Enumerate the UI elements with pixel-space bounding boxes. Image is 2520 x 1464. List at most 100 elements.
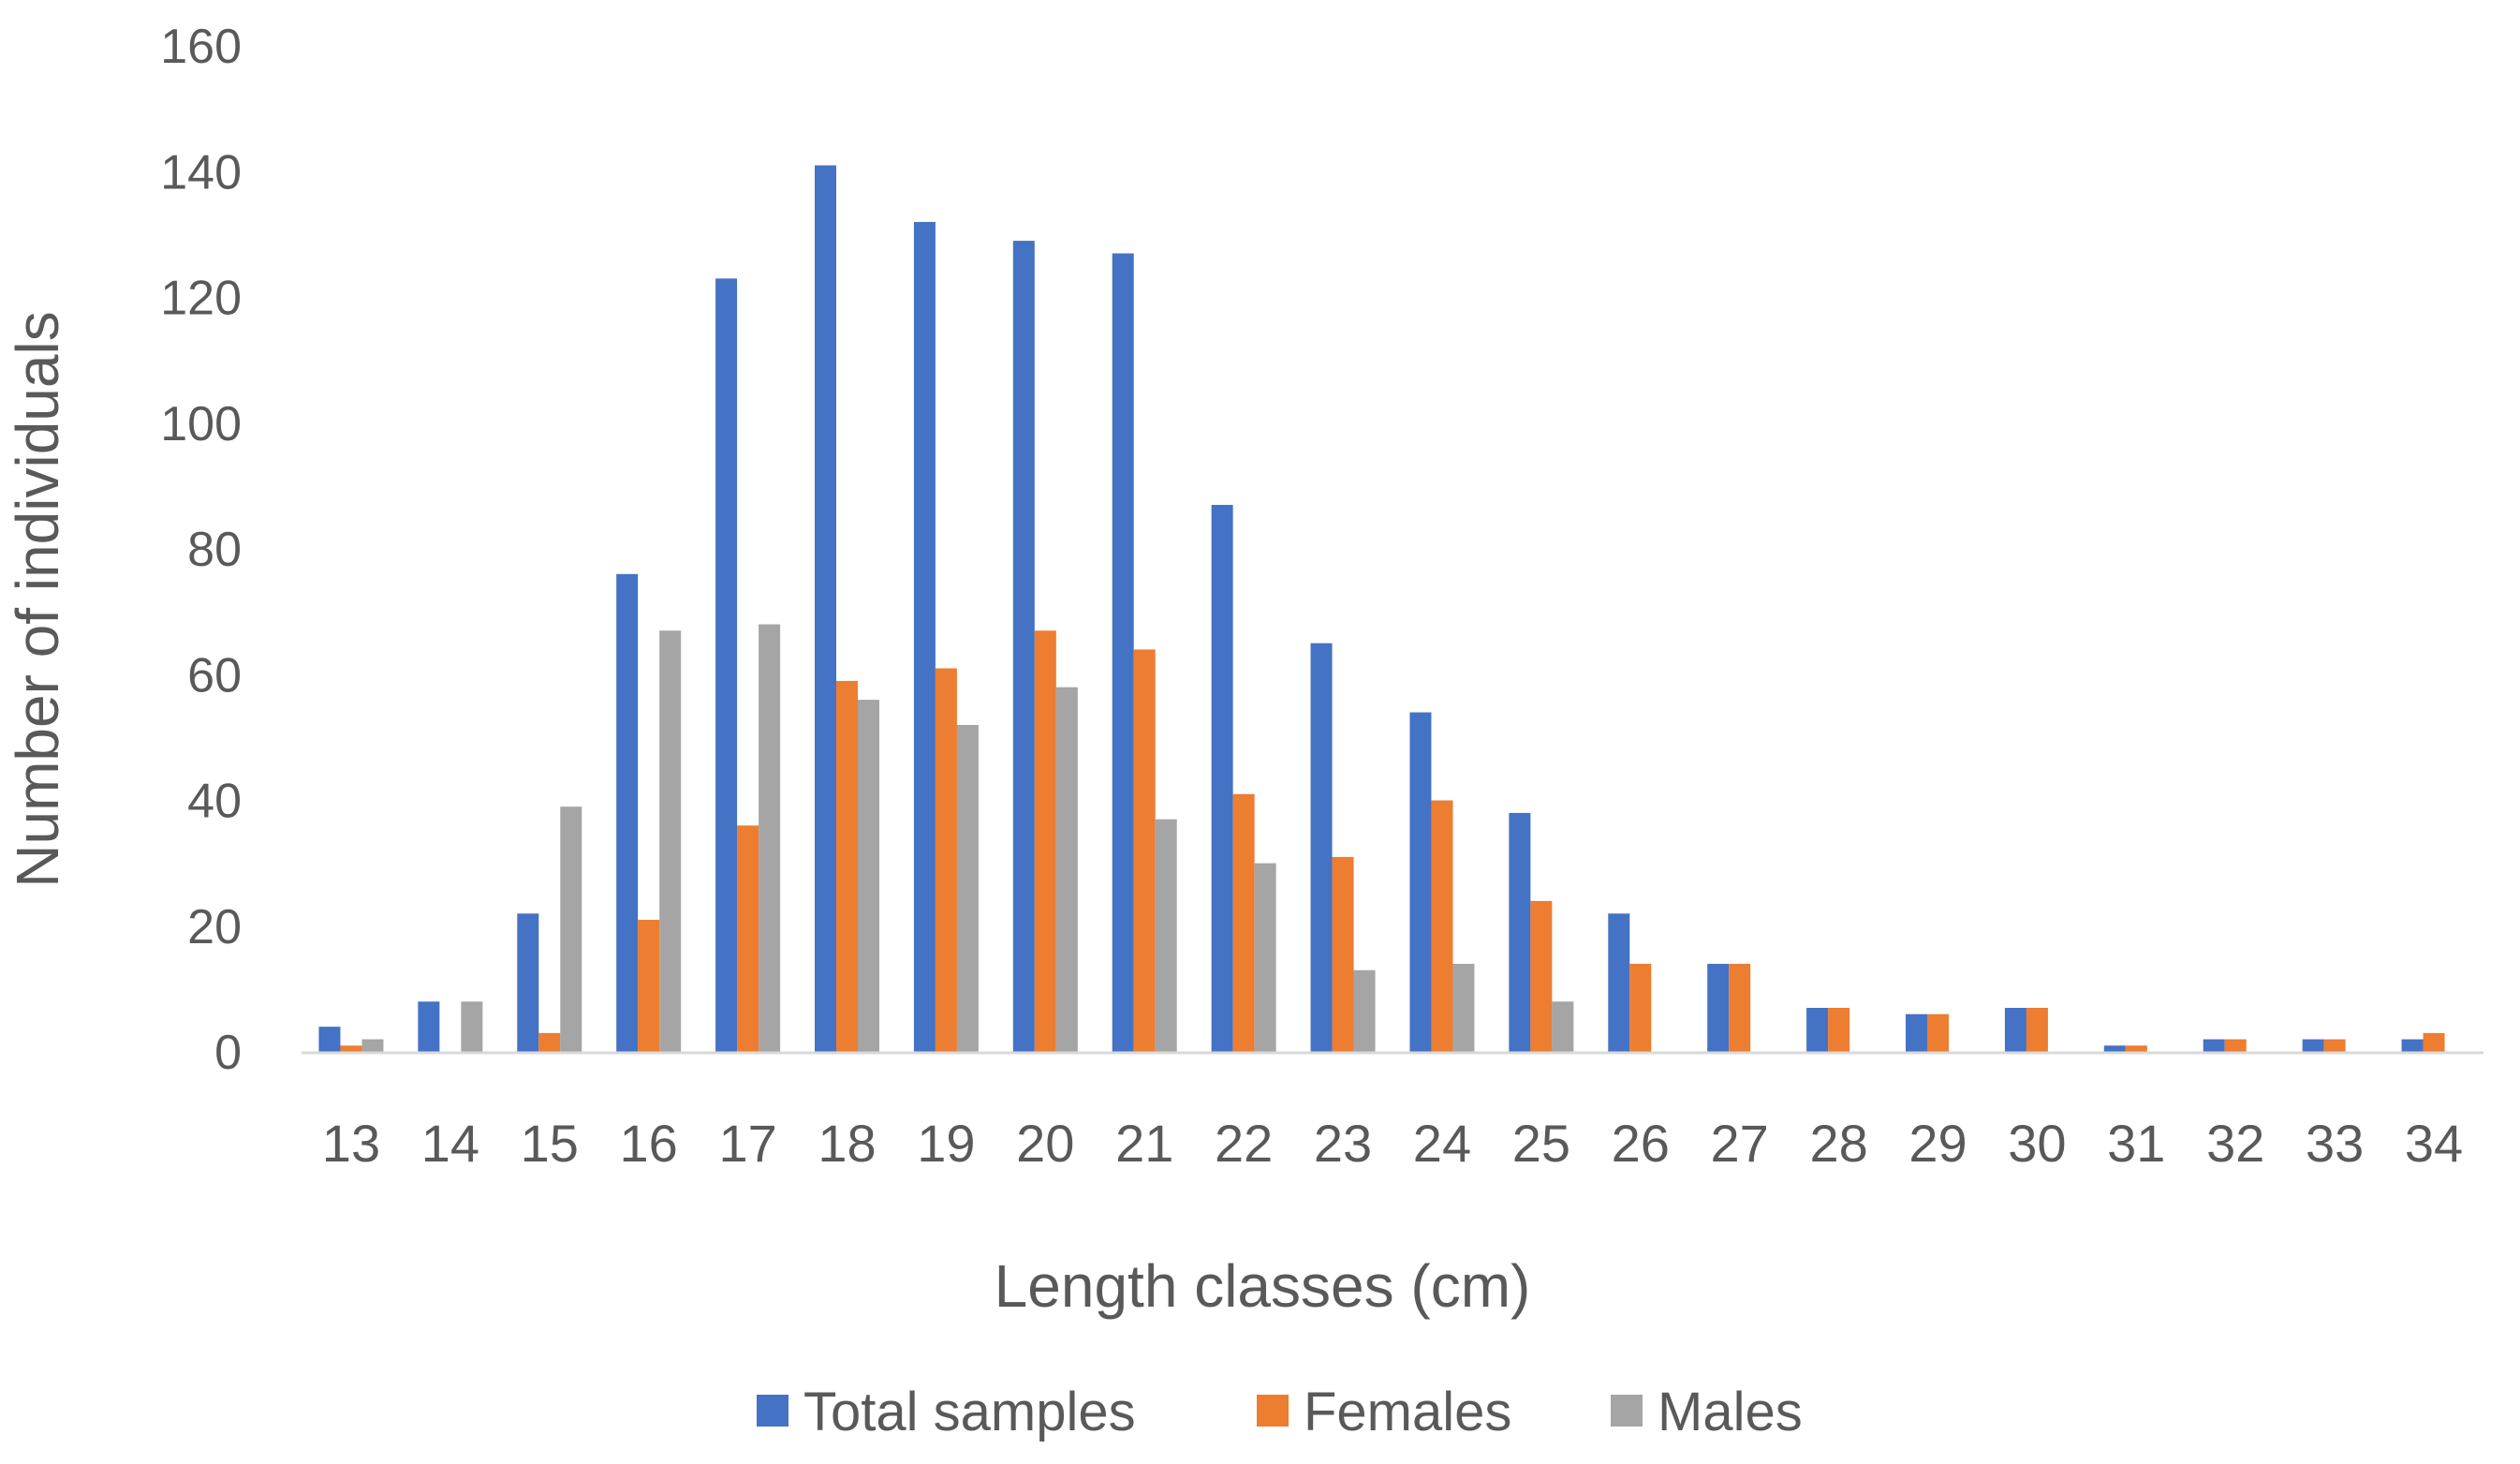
x-tick-label: 14 xyxy=(421,1114,479,1173)
bar-females xyxy=(1530,900,1553,1052)
x-axis-title: Length classes (cm) xyxy=(995,1252,1531,1320)
y-tick-label: 0 xyxy=(214,1026,242,1080)
bar-total-samples xyxy=(2401,1039,2424,1052)
legend-swatch xyxy=(1611,1395,1643,1427)
bar-total-samples xyxy=(1806,1008,1829,1052)
bar-females xyxy=(538,1032,561,1052)
bar-females xyxy=(1828,1008,1850,1052)
bar-females xyxy=(2323,1039,2346,1052)
x-tick-label: 21 xyxy=(1115,1114,1173,1173)
bar-females xyxy=(2125,1045,2147,1052)
bar-females xyxy=(1034,630,1056,1052)
y-tick-label: 40 xyxy=(187,775,242,829)
bar-females xyxy=(2026,1008,2048,1052)
bar-females xyxy=(836,680,858,1052)
bar-females xyxy=(638,920,660,1052)
bar-males xyxy=(1055,687,1078,1052)
bar-total-samples xyxy=(1409,712,1432,1052)
x-tick-label: 22 xyxy=(1215,1114,1273,1173)
bar-females xyxy=(1729,964,1751,1052)
y-axis-title: Number of individuals xyxy=(4,311,71,887)
bar-total-samples xyxy=(1012,241,1035,1052)
x-tick-label: 29 xyxy=(1908,1114,1967,1173)
x-tick-label: 24 xyxy=(1413,1114,1471,1173)
bar-total-samples xyxy=(2302,1039,2324,1052)
bar-total-samples xyxy=(1707,964,1730,1052)
x-tick-label: 25 xyxy=(1512,1114,1570,1173)
x-tick-label: 13 xyxy=(322,1114,380,1173)
bar-total-samples xyxy=(1509,812,1531,1052)
x-tick-label: 30 xyxy=(2008,1114,2066,1173)
bar-total-samples xyxy=(715,278,738,1052)
bar-total-samples xyxy=(1608,913,1630,1052)
bar-males xyxy=(560,806,582,1052)
bar-females xyxy=(1927,1013,1949,1052)
x-tick-label: 20 xyxy=(1016,1114,1074,1173)
bar-total-samples xyxy=(2203,1039,2225,1052)
x-tick-label: 26 xyxy=(1612,1114,1670,1173)
bar-females xyxy=(340,1045,362,1052)
y-tick-label: 120 xyxy=(160,272,242,326)
bar-males xyxy=(461,1001,483,1052)
bar-total-samples xyxy=(1906,1013,1927,1052)
x-tick-label: 31 xyxy=(2107,1114,2165,1173)
y-tick-label: 60 xyxy=(187,648,242,702)
y-tick-label: 160 xyxy=(160,20,242,74)
bar-total-samples xyxy=(616,573,639,1052)
bar-males xyxy=(759,624,781,1052)
bar-females xyxy=(935,668,957,1052)
y-axis-ticks: 0 20 40 60 80 100 120 140 160 xyxy=(160,20,242,1080)
bar-males xyxy=(1452,964,1475,1052)
y-tick-label: 140 xyxy=(160,145,242,200)
bar-males xyxy=(956,724,979,1052)
y-tick-label: 80 xyxy=(187,523,242,577)
bar-males xyxy=(858,700,879,1052)
bars-group xyxy=(318,165,2445,1053)
y-tick-label: 20 xyxy=(187,900,242,954)
bar-total-samples xyxy=(1310,643,1333,1052)
bar-males xyxy=(361,1039,384,1052)
bar-total-samples xyxy=(318,1027,341,1052)
bar-females xyxy=(1133,649,1156,1052)
bar-males xyxy=(1155,819,1177,1052)
x-tick-label: 18 xyxy=(818,1114,876,1173)
bar-females xyxy=(1629,964,1652,1052)
bar-total-samples xyxy=(1112,253,1134,1052)
bar-males xyxy=(1254,863,1276,1052)
x-tick-label: 16 xyxy=(620,1114,678,1173)
bar-females xyxy=(2423,1032,2445,1052)
legend-swatch xyxy=(757,1395,788,1427)
bar-total-samples xyxy=(815,165,836,1053)
bar-males xyxy=(659,630,682,1052)
legend-swatch xyxy=(1257,1395,1289,1427)
bar-females xyxy=(2224,1039,2247,1052)
x-tick-label: 33 xyxy=(2306,1114,2364,1173)
x-tick-label: 15 xyxy=(521,1114,579,1173)
bar-total-samples xyxy=(418,1001,440,1052)
legend: Total samples Females Males xyxy=(757,1382,1803,1442)
bar-females xyxy=(1431,800,1453,1052)
y-tick-label: 100 xyxy=(160,397,242,451)
legend-label: Total samples xyxy=(803,1382,1136,1442)
bar-females xyxy=(737,825,759,1052)
bar-males xyxy=(1552,1001,1574,1052)
bar-total-samples xyxy=(517,913,539,1052)
x-tick-label: 17 xyxy=(718,1114,776,1173)
bar-total-samples xyxy=(2004,1008,2026,1052)
x-tick-label: 19 xyxy=(917,1114,975,1173)
bar-females xyxy=(1232,793,1255,1052)
legend-label: Females xyxy=(1304,1382,1511,1442)
bar-females xyxy=(1332,856,1354,1052)
x-tick-label: 28 xyxy=(1809,1114,1867,1173)
x-tick-label: 34 xyxy=(2405,1114,2463,1173)
x-axis-ticks: 13 14 15 16 17 18 19 20 21 22 23 24 25 26 27 28 29 30 31 32… xyxy=(322,1114,2463,1173)
bar-males xyxy=(1353,969,1376,1052)
legend-label: Males xyxy=(1658,1382,1803,1442)
bar-total-samples xyxy=(2103,1045,2126,1052)
bar-total-samples xyxy=(1211,505,1233,1052)
bar-total-samples xyxy=(913,221,936,1052)
x-tick-label: 23 xyxy=(1314,1114,1372,1173)
x-tick-label: 32 xyxy=(2206,1114,2264,1173)
